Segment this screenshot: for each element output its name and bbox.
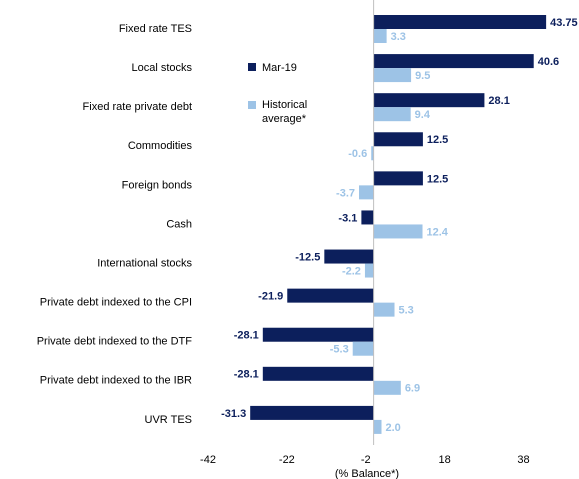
bar — [373, 171, 423, 186]
bar — [373, 419, 382, 434]
y-tick-label: Fixed rate TES — [119, 23, 192, 35]
legend-label: Historical average* — [262, 99, 308, 125]
y-tick-label: Private debt indexed to the IBR — [40, 375, 192, 387]
data-label: -3.1 — [338, 212, 357, 224]
data-label: 12.5 — [427, 134, 448, 146]
bar — [361, 210, 374, 225]
bar — [352, 341, 374, 356]
bar — [373, 68, 412, 83]
bar — [373, 29, 387, 43]
bar — [373, 302, 395, 317]
bar — [373, 15, 547, 29]
bar — [287, 288, 374, 303]
legend-swatch — [248, 63, 256, 71]
bar — [359, 185, 374, 200]
legend-label: Mar-19 — [262, 62, 297, 74]
bar — [373, 54, 534, 69]
bar — [373, 380, 401, 395]
x-tick-label: 38 — [517, 454, 529, 466]
bar — [262, 327, 374, 342]
data-label: 3.3 — [391, 31, 406, 43]
data-label: -0.6 — [348, 148, 367, 160]
bar — [250, 405, 374, 420]
data-label: 40.6 — [538, 56, 559, 68]
x-axis-label: (% Balance*) — [335, 468, 399, 479]
x-tick-label: -22 — [279, 454, 295, 466]
data-label: 9.5 — [415, 70, 430, 82]
legend-item: Historical average* — [248, 98, 332, 126]
y-tick-label: Local stocks — [131, 62, 192, 74]
x-tick-label: -2 — [361, 454, 371, 466]
bar — [364, 263, 374, 278]
data-label: 9.4 — [415, 109, 431, 121]
data-label: 2.0 — [386, 422, 401, 434]
data-label: -28.1 — [234, 330, 259, 342]
data-label: -5.3 — [330, 344, 349, 356]
y-tick-label: Private debt indexed to the DTF — [37, 336, 193, 348]
bar — [373, 224, 423, 239]
data-label: 28.1 — [488, 95, 509, 107]
data-label: 12.4 — [427, 226, 449, 238]
bar — [371, 146, 374, 161]
y-tick-label: Cash — [166, 218, 192, 230]
y-tick-label: Fixed rate private debt — [83, 101, 192, 113]
data-label: -2.2 — [342, 265, 361, 277]
data-label: -21.9 — [258, 291, 283, 303]
bar — [373, 93, 485, 108]
data-label: 5.3 — [399, 305, 414, 317]
y-tick-label: International stocks — [97, 257, 192, 269]
data-label: 12.5 — [427, 173, 448, 185]
legend-swatch — [248, 101, 256, 109]
data-label: -3.7 — [336, 187, 355, 199]
data-label: -12.5 — [295, 251, 320, 263]
bar — [373, 132, 423, 147]
bar — [373, 107, 411, 122]
x-tick-label: -42 — [200, 454, 216, 466]
x-tick-label: 18 — [438, 454, 450, 466]
data-label: 43.75 — [550, 17, 578, 29]
legend-item: Mar-19 — [248, 61, 297, 75]
bar — [324, 249, 374, 264]
data-label: 6.9 — [405, 383, 420, 395]
y-tick-label: UVR TES — [145, 414, 192, 426]
y-tick-label: Commodities — [128, 140, 193, 152]
data-label: -28.1 — [234, 369, 259, 381]
bar — [262, 366, 374, 381]
y-tick-label: Private debt indexed to the CPI — [40, 297, 192, 309]
y-tick-label: Foreign bonds — [122, 179, 193, 191]
data-label: -31.3 — [221, 408, 246, 420]
